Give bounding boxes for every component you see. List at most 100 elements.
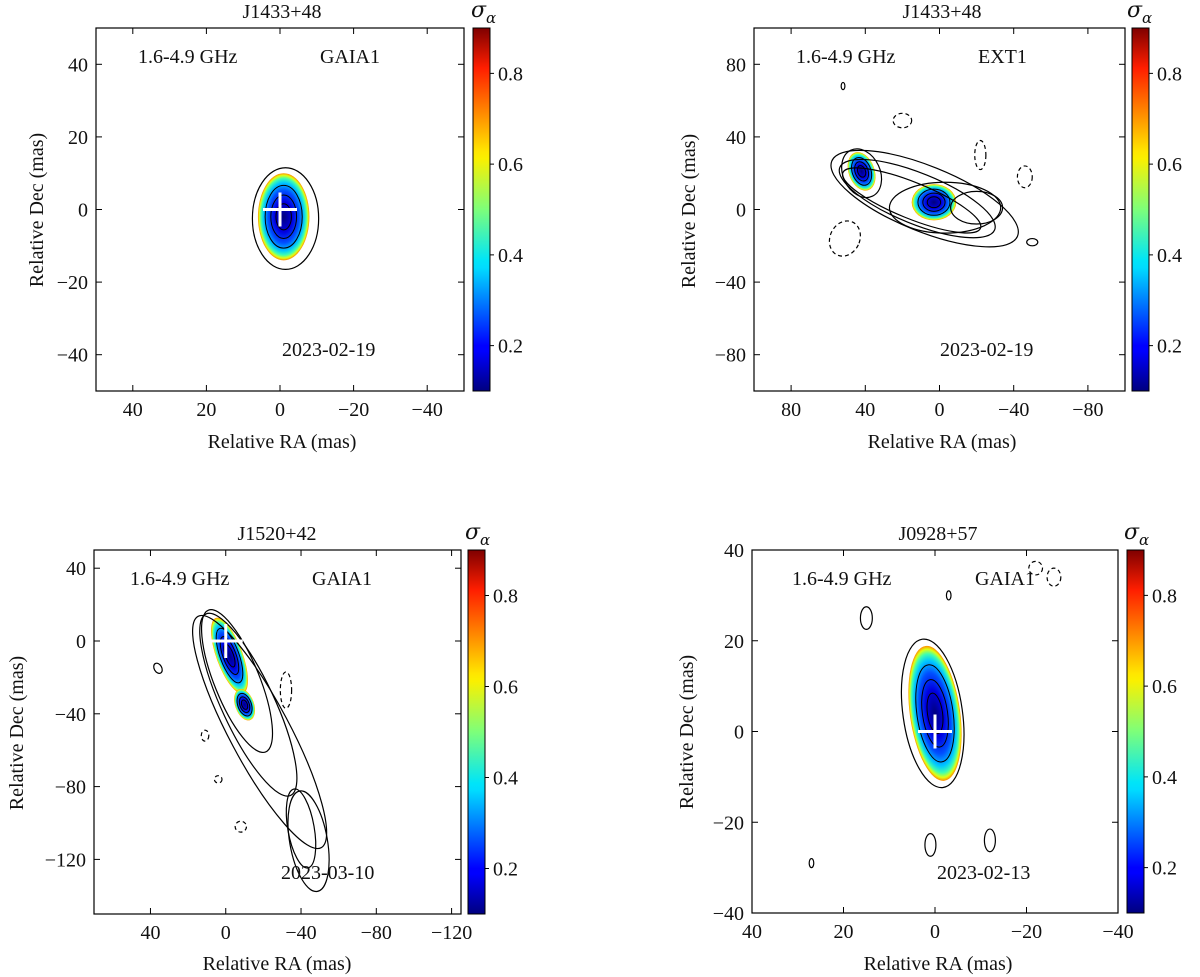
x-tick-label: 0 [935, 399, 945, 421]
panel-title: J1433+48 [902, 1, 981, 23]
y-tick-label: 0 [78, 200, 88, 222]
y-axis-label: Relative Dec (mas) [6, 656, 28, 810]
spectral-index-blob [234, 688, 256, 721]
colorbar-tick-label: 0.2 [1152, 858, 1177, 880]
colorbar-tick-label: 0.4 [498, 245, 523, 267]
inner-contour [926, 196, 942, 209]
date-label: 2023-02-19 [282, 339, 375, 361]
colorbar-label: σα [465, 520, 490, 549]
inner-contour [240, 699, 249, 710]
colorbar: 0.2 0.4 0.6 0.8 [467, 549, 518, 915]
y-tick-label: 40 [724, 540, 744, 562]
colorbar-symbol: σ [471, 0, 487, 23]
plot-content [808, 560, 1062, 869]
x-tick-label: 40 [855, 399, 875, 421]
contour-line [251, 167, 320, 270]
y-tick-label: 20 [724, 631, 744, 653]
panel-j1520-gaia1: J1520+42 40 0 −40 −80 −120 40 0 −40 −80 −120 1.6-… [6, 520, 518, 975]
inner-contour [264, 184, 303, 249]
inner-contour [917, 188, 951, 216]
contour-line [841, 167, 982, 234]
y-tick-label: −20 [713, 812, 744, 834]
colorbar: 0.2 0.4 0.6 0.8 [1126, 549, 1177, 914]
contour-line [945, 590, 952, 601]
y-axis-label: Relative Dec (mas) [26, 133, 48, 287]
plot-area: 40 20 0 −20 −40 40 20 0 −20 −40 [57, 27, 465, 421]
y-tick-label: 0 [736, 200, 746, 222]
contour-line [950, 190, 1004, 225]
plot-area: 40 0 −40 −80 −120 40 0 −40 −80 −120 [45, 549, 472, 944]
x-tick-label: −40 [285, 922, 316, 944]
negative-contour [213, 775, 223, 784]
band-label: 1.6-4.9 GHz [792, 568, 892, 590]
colorbar-gradient [467, 549, 486, 915]
negative-contour [828, 220, 861, 257]
panel-title: J1520+42 [237, 523, 316, 545]
colorbar-gradient [472, 27, 491, 392]
x-tick-label: −40 [1102, 921, 1133, 943]
contour-line [900, 638, 965, 789]
colorbar-gradient [1131, 27, 1150, 392]
y-tick-label: −40 [715, 272, 746, 294]
x-tick-label: 40 [140, 922, 160, 944]
y-tick-label: 20 [68, 127, 88, 149]
x-tick-label: 0 [221, 922, 231, 944]
model-label: EXT1 [978, 46, 1027, 68]
contour-line [841, 148, 883, 199]
colorbar-tick-label: 0.2 [1157, 336, 1182, 358]
x-tick-label: 0 [275, 399, 285, 421]
colorbar-subscript: α [480, 531, 490, 549]
date-label: 2023-03-10 [281, 862, 374, 884]
contour-line [285, 788, 317, 869]
negative-contour [974, 139, 987, 171]
y-tick-label: 40 [68, 54, 88, 76]
panel-j1433-ext1: J1433+48 80 40 0 −40 −80 80 40 0 −40 −80 1.6-4.9 … [678, 0, 1182, 453]
colorbar-tick-label: 0.2 [493, 859, 518, 881]
x-tick-label: 40 [742, 921, 762, 943]
contour-line [859, 606, 873, 631]
date-label: 2023-02-13 [937, 862, 1030, 884]
colorbar-tick-label: 0.8 [1157, 63, 1182, 85]
plot-content [153, 609, 330, 893]
y-tick-label: −20 [57, 272, 88, 294]
x-tick-label: −40 [412, 399, 443, 421]
y-tick-label: 0 [734, 722, 744, 744]
colorbar-tick-label: 0.6 [498, 154, 523, 176]
y-tick-label: −40 [55, 704, 86, 726]
negative-contour [1046, 567, 1062, 587]
contour-line [808, 857, 815, 869]
y-axis-label: Relative Dec (mas) [678, 134, 700, 288]
spectral-index-blob [211, 617, 248, 694]
spectral-index-blob [908, 645, 962, 781]
inner-contour [915, 664, 955, 763]
y-tick-label: 40 [66, 558, 86, 580]
plot-content [251, 167, 320, 270]
model-label: GAIA1 [312, 568, 372, 590]
colorbar-tick-label: 0.8 [493, 586, 518, 608]
y-tick-label: −40 [713, 903, 744, 925]
contour-line [287, 790, 330, 893]
inner-contour [851, 157, 873, 186]
x-axis-label: Relative RA (mas) [203, 953, 352, 975]
colorbar-label: σα [1124, 520, 1149, 549]
plot-content [828, 81, 1039, 257]
panel-title: J1433+48 [242, 1, 321, 23]
colorbar: 0.2 0.4 0.6 0.8 [472, 27, 523, 392]
colorbar-tick-label: 0.2 [498, 336, 523, 358]
y-tick-label: −120 [45, 849, 86, 871]
colorbar-label: σα [471, 0, 496, 27]
plot-frame [93, 549, 462, 915]
x-tick-label: 80 [781, 399, 801, 421]
inner-contour [926, 692, 944, 735]
inner-contour [215, 627, 244, 684]
band-label: 1.6-4.9 GHz [796, 46, 896, 68]
x-axis-label: Relative RA (mas) [864, 953, 1013, 975]
negative-contour [234, 820, 248, 833]
contour-line [888, 181, 1002, 234]
y-tick-label: −80 [715, 345, 746, 367]
x-tick-label: 20 [834, 921, 854, 943]
negative-contour [279, 671, 293, 709]
x-tick-label: −40 [998, 399, 1029, 421]
